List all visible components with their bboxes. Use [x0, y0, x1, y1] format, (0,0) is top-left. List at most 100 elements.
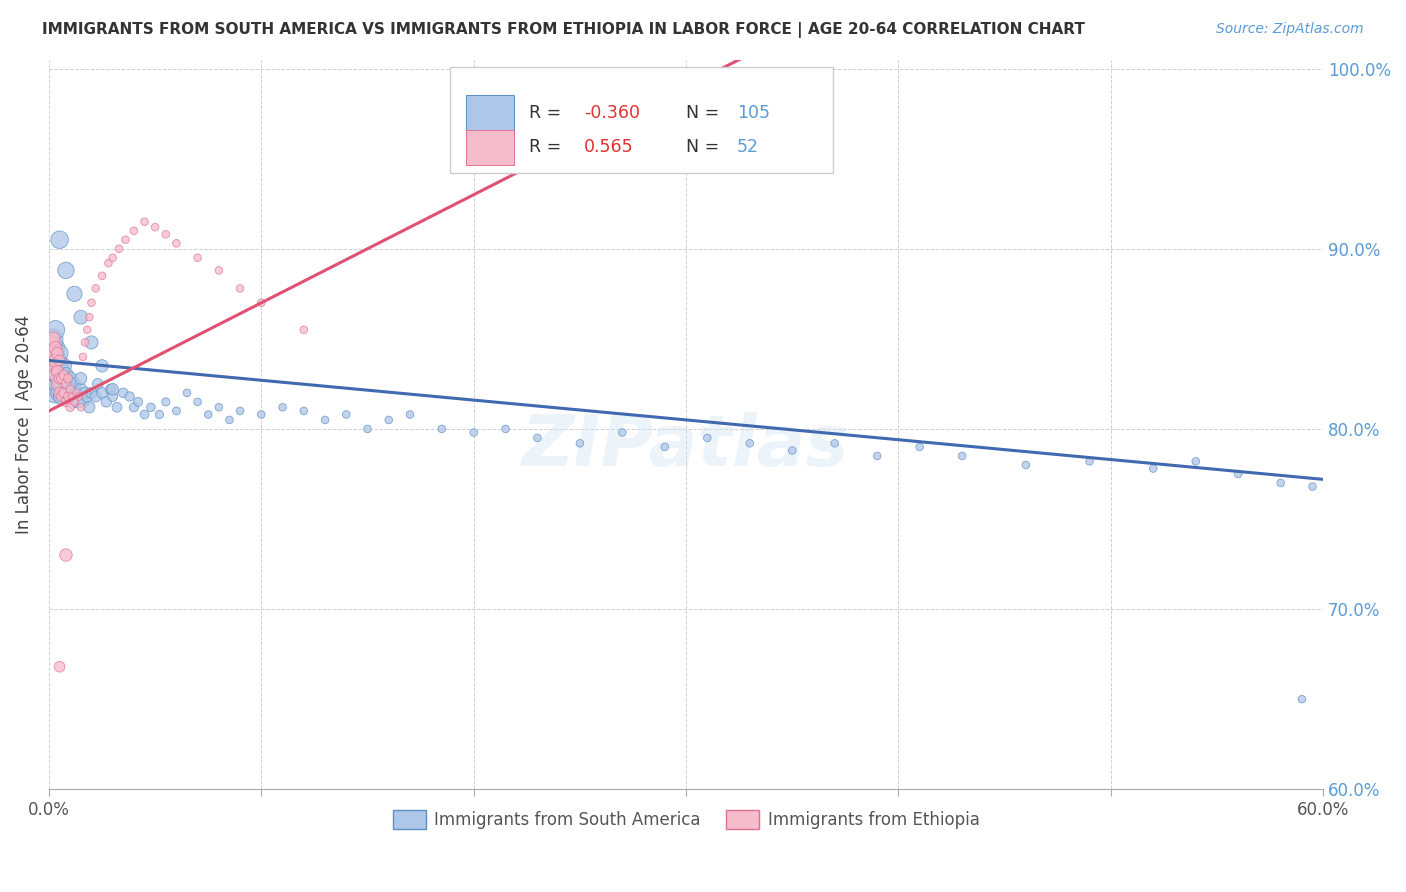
Point	[69, 401, 91, 415]
Point	[950, 449, 973, 463]
Point	[55, 382, 77, 396]
Point	[44, 323, 66, 337]
Text: -0.360: -0.360	[583, 103, 640, 122]
Point	[208, 401, 231, 415]
Point	[250, 408, 273, 422]
Point	[218, 413, 240, 427]
Point	[52, 368, 75, 382]
Point	[495, 422, 517, 436]
Point	[46, 376, 69, 391]
Point	[55, 368, 77, 382]
Point	[56, 389, 79, 403]
Point	[72, 350, 94, 364]
Point	[60, 382, 83, 396]
Point	[197, 408, 219, 422]
Point	[866, 449, 889, 463]
Point	[1078, 454, 1101, 468]
Point	[229, 281, 252, 295]
Point	[46, 346, 69, 360]
Point	[134, 408, 156, 422]
Point	[91, 359, 114, 373]
Point	[79, 401, 101, 415]
Point	[51, 371, 73, 385]
Point	[59, 371, 82, 385]
Point	[84, 281, 107, 295]
Point	[46, 364, 69, 378]
Point	[463, 425, 485, 440]
Point	[48, 346, 70, 360]
Point	[44, 364, 66, 378]
Point	[44, 368, 66, 382]
Point	[399, 408, 422, 422]
Point	[118, 389, 141, 403]
Point	[176, 385, 198, 400]
Point	[229, 404, 252, 418]
Text: N =: N =	[686, 103, 725, 122]
Point	[39, 359, 62, 373]
Point	[42, 346, 65, 360]
Point	[65, 385, 87, 400]
Point	[46, 353, 69, 368]
Point	[60, 389, 83, 403]
Point	[1184, 454, 1206, 468]
Point	[44, 350, 66, 364]
Point	[42, 359, 65, 373]
Point	[101, 389, 124, 403]
Point	[52, 371, 75, 385]
Point	[87, 376, 110, 391]
Point	[44, 371, 66, 385]
Point	[65, 385, 87, 400]
Point	[314, 413, 336, 427]
Point	[292, 404, 315, 418]
Point	[55, 395, 77, 409]
Point	[67, 395, 90, 409]
Point	[143, 220, 166, 235]
Point	[76, 389, 98, 403]
Point	[51, 389, 73, 403]
Point	[908, 440, 931, 454]
Text: R =: R =	[529, 138, 572, 156]
Text: IMMIGRANTS FROM SOUTH AMERICA VS IMMIGRANTS FROM ETHIOPIA IN LABOR FORCE | AGE 2: IMMIGRANTS FROM SOUTH AMERICA VS IMMIGRA…	[42, 22, 1085, 38]
Point	[46, 368, 69, 382]
Point	[48, 385, 70, 400]
Point	[430, 422, 453, 436]
Point	[101, 251, 124, 265]
Point	[108, 242, 131, 256]
Point	[51, 376, 73, 391]
Point	[44, 353, 66, 368]
Point	[63, 389, 86, 403]
Point	[250, 295, 273, 310]
Point	[42, 346, 65, 360]
Point	[48, 371, 70, 385]
Point	[42, 376, 65, 391]
Point	[48, 659, 70, 673]
Point	[39, 350, 62, 364]
Point	[51, 389, 73, 403]
Point	[59, 401, 82, 415]
Point	[51, 364, 73, 378]
Point	[148, 408, 170, 422]
Point	[42, 332, 65, 346]
Point	[84, 389, 107, 403]
Point	[75, 385, 97, 400]
Bar	[465, 95, 515, 130]
Point	[48, 385, 70, 400]
Point	[79, 310, 101, 325]
Point	[101, 382, 124, 396]
Point	[91, 268, 114, 283]
Point	[122, 224, 145, 238]
Point	[187, 251, 209, 265]
Point	[1302, 479, 1324, 493]
Point	[155, 395, 177, 409]
Point	[612, 425, 634, 440]
Point	[139, 401, 162, 415]
Point	[1227, 467, 1250, 481]
Text: R =: R =	[529, 103, 567, 122]
Point	[377, 413, 399, 427]
Point	[568, 436, 591, 450]
Point	[114, 233, 136, 247]
Point	[56, 371, 79, 385]
Point	[76, 323, 98, 337]
Point	[1291, 692, 1313, 706]
Point	[165, 404, 187, 418]
